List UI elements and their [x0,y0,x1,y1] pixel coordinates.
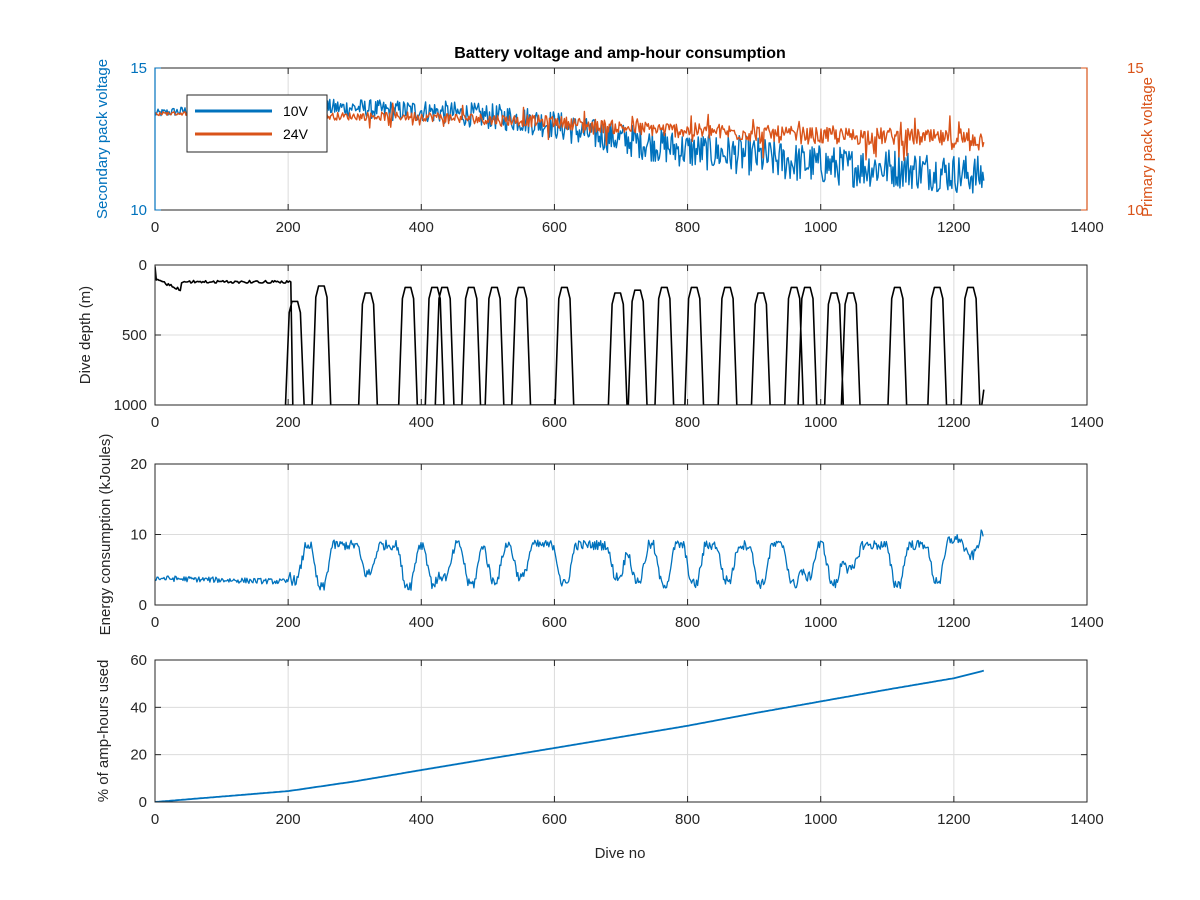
axes-box [154,659,1088,803]
x-tick-label: 600 [542,414,567,431]
y-axis-label-left: Secondary pack voltage [94,59,111,219]
y-tick-label: 20 [130,456,147,473]
x-tick-label: 1400 [1070,414,1103,431]
x-tick-label: 1000 [804,614,837,631]
x-tick-label: 1400 [1070,614,1103,631]
series-line-energy [155,529,984,591]
x-tick-label: 1400 [1070,811,1103,828]
y-tick-label-right: 15 [1127,60,1144,77]
y-axis-label: Dive depth (m) [77,286,94,384]
y-tick-label: 0 [139,597,147,614]
y-axis-label: % of amp-hours used [95,660,112,803]
plots-group: 0 200 400 600 800 1000 1200 140010151015Seconda… [77,59,1156,828]
y-tick-label: 0 [139,257,147,274]
x-tick-label: 400 [409,811,434,828]
series-line-depth [155,266,985,405]
x-tick-label: 1000 [804,414,837,431]
y-tick-label: 40 [130,699,147,716]
y-tick-label: 10 [130,527,147,544]
x-tick-label: 200 [276,811,301,828]
x-tick-label: 600 [542,219,567,236]
x-tick-label: 800 [675,811,700,828]
x-tick-label: 1400 [1070,219,1103,236]
y-tick-label: 1000 [114,397,147,414]
x-tick-label: 200 [276,614,301,631]
x-tick-label: 400 [409,614,434,631]
legend-label-24V: 24V [283,126,309,142]
axes-4: 0 200 400 600 800 1000 1200 1400 0 20 40 60 % of amp… [95,652,1104,828]
x-tick-label: 800 [675,614,700,631]
x-tick-label: 0 [151,811,159,828]
x-axis-label: Dive no [595,845,646,862]
x-tick-label: 200 [276,219,301,236]
legend-label-10V: 10V [283,103,309,119]
x-tick-label: 0 [151,614,159,631]
y-tick-label-left: 10 [130,202,147,219]
x-tick-label: 200 [276,414,301,431]
series-group [155,266,985,405]
y-tick-label-right: 10 [1127,202,1144,219]
y-tick-label-left: 15 [130,60,147,77]
y-axis-label-right: Primary pack voltage [1139,77,1156,217]
y-tick-label: 20 [130,747,147,764]
y-tick-label: 500 [122,327,147,344]
axes-background [155,660,1087,802]
y-axis-label: Energy consumption (kJoules) [97,434,114,636]
x-tick-label: 800 [675,414,700,431]
x-tick-label: 1200 [937,614,970,631]
axes-3: 0 200 400 600 800 1000 1200 1400 0 10 20 Energy con… [97,434,1104,636]
chart-title: Battery voltage and amp-hour consumption [454,45,786,62]
x-tick-label: 400 [409,219,434,236]
series-line-amp-hours [155,669,985,802]
axes-1: 0 200 400 600 800 1000 1200 1400 10 15 10 15 Seconda… [94,59,1156,236]
axes-2: 0 200 400 600 800 1000 1200 1400 0 500 1000 Dive de… [77,257,1104,431]
y-tick-label: 0 [139,794,147,811]
x-tick-label: 1000 [804,811,837,828]
series-group [155,669,985,802]
x-tick-label: 1000 [804,219,837,236]
x-tick-label: 0 [151,219,159,236]
x-tick-label: 600 [542,614,567,631]
x-tick-label: 1200 [937,219,970,236]
x-tick-label: 800 [675,219,700,236]
y-tick-label: 60 [130,652,147,669]
x-tick-label: 400 [409,414,434,431]
x-tick-label: 1200 [937,811,970,828]
x-tick-label: 1200 [937,414,970,431]
series-group [155,529,984,591]
x-tick-label: 0 [151,414,159,431]
legend-box [186,94,328,153]
x-tick-label: 600 [542,811,567,828]
